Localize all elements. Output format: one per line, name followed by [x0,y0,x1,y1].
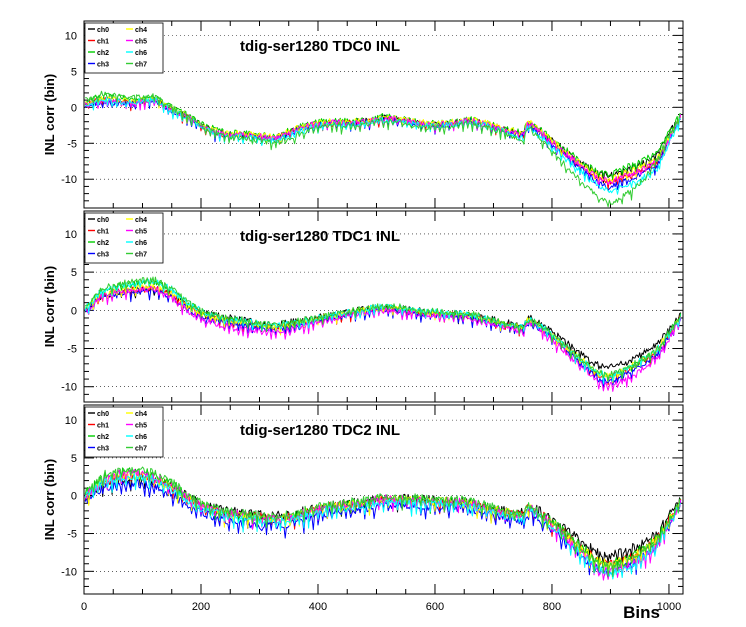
legend-label: ch2 [97,240,109,247]
x-tick-label: 200 [192,601,210,613]
legend-label: ch7 [135,62,147,69]
y-tick-label: 10 [65,415,77,427]
legend-label: ch3 [97,446,109,453]
y-axis-label: INL corr (bin) [42,459,57,540]
legend-label: ch2 [97,434,109,441]
inl-panel-1: 10 5 0 -5 -10 tdig-ser1280 TDC1 INL INL corr (… [42,211,683,402]
legend-label: ch3 [97,252,109,259]
legend-label: ch5 [135,229,147,236]
y-tick-label: -5 [67,138,77,150]
legend-label: ch0 [97,411,109,418]
y-tick-label: -10 [61,174,77,186]
y-tick-label: 10 [65,229,77,241]
legend-label: ch7 [135,252,147,259]
y-tick-label: -10 [61,566,77,578]
y-tick-label: 5 [71,267,77,279]
inl-panel-2: 10 5 0 -5 -10 tdig-ser1280 TDC2 INL INL corr (… [42,405,683,594]
inl-panel-0: 10 5 0 -5 -10 tdig-ser1280 TDC0 INL INL corr (… [42,21,683,208]
chart-title: tdig-ser1280 TDC0 INL [240,38,400,55]
x-tick-label: 400 [309,601,327,613]
legend-label: ch2 [97,50,109,57]
legend-label: ch1 [97,423,109,430]
legend-label: ch0 [97,217,109,224]
legend-label: ch4 [135,411,147,418]
y-tick-label: 0 [71,102,77,114]
x-tick-label: 600 [426,601,444,613]
x-tick-label: 1000 [657,601,681,613]
y-axis-label: INL corr (bin) [42,74,57,155]
chart-title: tdig-ser1280 TDC1 INL [240,228,400,245]
y-tick-label: 10 [65,30,77,42]
legend-label: ch7 [135,446,147,453]
legend-label: ch6 [135,240,147,247]
y-tick-label: -5 [67,529,77,541]
y-tick-label: 5 [71,453,77,465]
legend-label: ch0 [97,27,109,34]
y-tick-label: -5 [67,344,77,356]
chart-title: tdig-ser1280 TDC2 INL [240,422,400,439]
legend-label: ch5 [135,423,147,430]
legend-label: ch6 [135,434,147,441]
x-tick-label: 0 [81,601,87,613]
legend-label: ch6 [135,50,147,57]
y-tick-label: -10 [61,382,77,394]
legend-label: ch1 [97,39,109,46]
y-tick-label: 5 [71,66,77,78]
legend-label: ch1 [97,229,109,236]
inl-plot-canvas: 10 5 0 -5 -10 tdig-ser1280 TDC0 INL INL corr (… [0,0,746,622]
legend-label: ch3 [97,62,109,69]
legend-label: ch5 [135,39,147,46]
y-tick-label: 0 [71,305,77,317]
y-axis-label: INL corr (bin) [42,266,57,347]
x-tick-label: 800 [543,601,561,613]
legend-label: ch4 [135,217,147,224]
legend-label: ch4 [135,27,147,34]
y-tick-label: 0 [71,491,77,503]
inl-figure: 10 5 0 -5 -10 tdig-ser1280 TDC0 INL INL corr (… [0,0,746,622]
x-axis-label: Bins [623,603,660,622]
